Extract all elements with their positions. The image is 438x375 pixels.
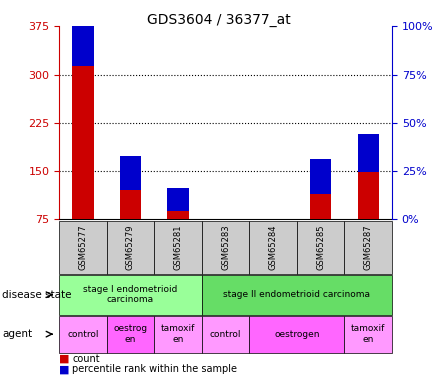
Text: ■: ■ xyxy=(59,354,70,364)
Text: GSM65287: GSM65287 xyxy=(364,225,373,270)
Bar xyxy=(167,211,189,219)
Text: ■: ■ xyxy=(59,364,70,374)
Text: oestrogen: oestrogen xyxy=(274,330,320,339)
Text: control: control xyxy=(67,330,99,339)
Bar xyxy=(357,134,379,172)
Text: tamoxif
en: tamoxif en xyxy=(161,324,195,344)
Text: GSM65285: GSM65285 xyxy=(316,225,325,270)
Text: agent: agent xyxy=(2,329,32,339)
Text: GDS3604 / 36377_at: GDS3604 / 36377_at xyxy=(147,13,291,27)
Text: disease state: disease state xyxy=(2,290,72,300)
Bar xyxy=(310,194,332,219)
Bar xyxy=(357,172,379,219)
Text: GSM65281: GSM65281 xyxy=(173,225,183,270)
Text: stage I endometrioid
carcinoma: stage I endometrioid carcinoma xyxy=(83,285,178,304)
Bar xyxy=(310,159,332,194)
Text: stage II endometrioid carcinoma: stage II endometrioid carcinoma xyxy=(223,290,371,299)
Bar xyxy=(120,156,141,190)
Text: GSM65284: GSM65284 xyxy=(268,225,278,270)
Bar xyxy=(167,188,189,211)
Bar xyxy=(72,20,94,66)
Bar xyxy=(72,66,94,219)
Bar xyxy=(120,190,141,219)
Text: oestrog
en: oestrog en xyxy=(113,324,148,344)
Text: GSM65277: GSM65277 xyxy=(78,225,88,270)
Text: GSM65279: GSM65279 xyxy=(126,225,135,270)
Text: percentile rank within the sample: percentile rank within the sample xyxy=(72,364,237,374)
Text: count: count xyxy=(72,354,100,364)
Text: GSM65283: GSM65283 xyxy=(221,225,230,270)
Text: tamoxif
en: tamoxif en xyxy=(351,324,385,344)
Text: control: control xyxy=(210,330,241,339)
